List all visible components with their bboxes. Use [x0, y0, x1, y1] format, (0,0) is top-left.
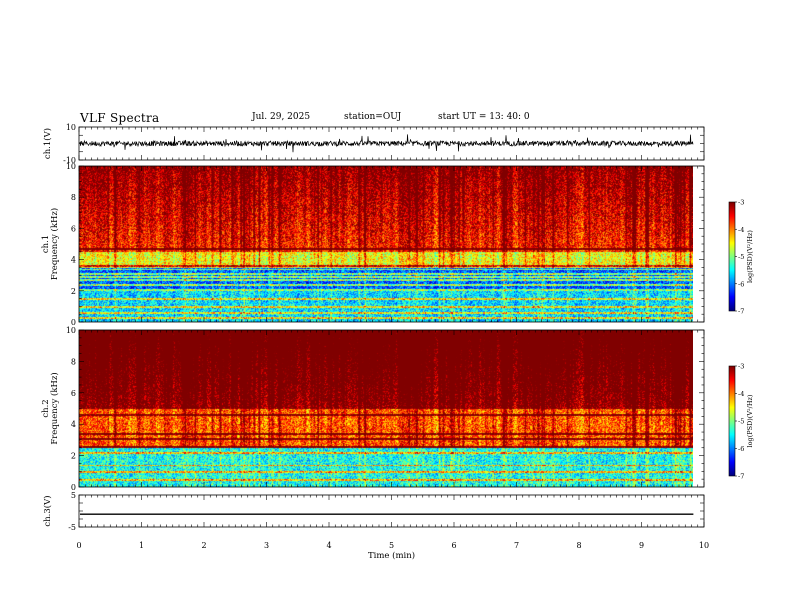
x-axis: 0 1 2 3 4 5 6 7 8 9 10 Time (min): [76, 541, 709, 561]
y-tick-label: 0: [71, 483, 76, 492]
y-tick-label: 6: [71, 224, 76, 233]
colorbar-tick-label: -4: [738, 226, 744, 234]
ch2-spectrogram: [79, 330, 693, 487]
y-axis-label: ch.1(V): [42, 128, 53, 159]
colorbar-tick-label: -3: [738, 199, 744, 207]
colorbar-tick-label: -4: [738, 390, 744, 398]
ch1-spectrogram-axes: 0 2 4 6 8 10 ch.1 Frequency (kHz): [41, 162, 705, 327]
y-tick-label: 4: [71, 256, 76, 265]
colorbar-tick-label: -6: [738, 445, 744, 453]
start-time-label: start UT = 13: 40: 0: [438, 112, 530, 122]
colorbar-tick-label: -7: [738, 308, 744, 316]
x-tick-label: 9: [639, 541, 644, 550]
x-tick-label: 1: [139, 541, 144, 550]
y-tick-label: 2: [71, 452, 76, 461]
y-axis-label: ch.3(V): [42, 495, 53, 526]
y-axis-label: ch.1: [41, 235, 51, 253]
y-tick-label: 5: [71, 491, 76, 500]
waveform-trace: [79, 134, 694, 153]
x-tick-label: 7: [514, 541, 519, 550]
ch3-waveform-axes: 5 -5 ch.3(V): [42, 491, 705, 532]
y-tick-label: 8: [71, 193, 76, 202]
ch1-spectrogram: [79, 166, 693, 322]
y-tick-label: -10: [63, 156, 76, 165]
y-tick-label: -5: [68, 523, 76, 532]
station-label: station=OUJ: [344, 112, 402, 122]
colorbar-tick-label: -5: [738, 418, 744, 426]
ch1-spectrogram-colorbar: -3 -4 -5 -6 -7 log(PSD)(V²/Hz): [728, 199, 754, 316]
x-tick-label: 4: [326, 541, 331, 550]
y-tick-label: 8: [71, 357, 76, 366]
colorbar-label: log(PSD)(V²/Hz): [746, 230, 754, 283]
y-axis-label: Frequency (kHz): [49, 372, 60, 444]
colorbar-tick-label: -3: [738, 363, 744, 371]
x-tick-label: 0: [76, 541, 81, 550]
x-axis-label: Time (min): [368, 550, 415, 561]
y-tick-label: 2: [71, 287, 76, 296]
ch2-spectrogram-axes: 0 2 4 6 8 10 ch.2 Frequency (kHz): [41, 326, 705, 492]
colorbar-tick-label: -7: [738, 473, 744, 481]
x-tick-label: 2: [201, 541, 206, 550]
y-axis-label: ch.2: [41, 399, 51, 417]
y-tick-label: 10: [66, 123, 76, 132]
x-tick-label: 5: [389, 541, 394, 550]
colorbar-label: log(PSD)(V²/Hz): [746, 394, 754, 447]
x-tick-label: 8: [576, 541, 581, 550]
colorbar-tick-label: -5: [738, 253, 744, 261]
y-tick-label: 4: [71, 420, 76, 429]
colorbar-tick-label: -6: [738, 280, 744, 288]
ch1-spectrogram-image: [79, 166, 693, 322]
y-tick-label: 6: [71, 389, 76, 398]
colorbar-gradient: [729, 202, 735, 311]
date-label: Jul. 29, 2025: [252, 112, 311, 122]
colorbar-gradient: [729, 366, 735, 476]
ch2-spectrogram-colorbar: -3 -4 -5 -6 -7 log(PSD)(V²/Hz): [728, 363, 754, 481]
ch1-waveform: [79, 134, 694, 153]
y-tick-label: 10: [66, 162, 76, 171]
y-axis-label: Frequency (kHz): [49, 208, 60, 280]
x-tick-label: 10: [699, 541, 709, 550]
x-tick-label: 3: [264, 541, 269, 550]
y-tick-label: 0: [71, 318, 76, 327]
ch2-spectrogram-image: [79, 330, 693, 487]
x-tick-label: 6: [451, 541, 456, 550]
chart-title: VLF Spectra: [80, 111, 160, 125]
y-tick-label: 10: [66, 326, 76, 335]
ch1-waveform-axes: 10 -10 ch.1(V): [42, 123, 705, 165]
